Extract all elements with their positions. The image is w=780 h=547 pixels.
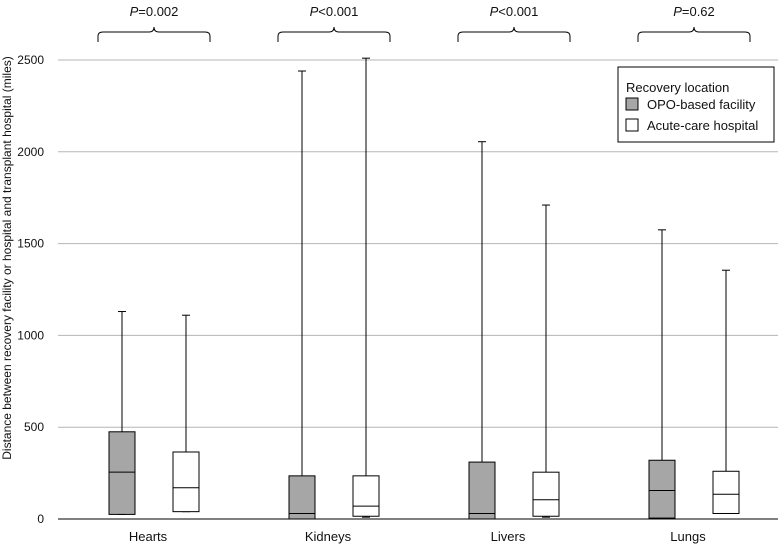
y-tick-label-2000: 2000 — [17, 145, 44, 159]
gridlines — [58, 59, 778, 428]
box-iqr — [648, 459, 676, 519]
box-hearts-opo — [108, 311, 136, 515]
box-lungs-acute — [712, 269, 740, 514]
boxes — [108, 57, 740, 520]
box-livers-acute — [532, 204, 560, 518]
box-iqr — [712, 470, 740, 514]
box-iqr — [532, 471, 560, 517]
box-iqr — [468, 461, 496, 520]
y-axis-label: Distance between recovery facility or ho… — [0, 56, 14, 460]
p-value-label: P<0.001 — [490, 4, 539, 19]
box-kidneys-opo — [288, 70, 316, 520]
p-value-label: P<0.001 — [310, 4, 359, 19]
box-livers-opo — [468, 141, 496, 520]
y-tick-label-1000: 1000 — [17, 328, 44, 342]
y-axis: 0 500 1000 1500 2000 2500 — [17, 53, 44, 526]
annotation-bracket — [457, 26, 571, 42]
p-annotation-kidneys: P<0.001 — [277, 4, 391, 42]
y-tick-label-2500: 2500 — [17, 53, 44, 67]
legend-swatch-opo — [625, 97, 639, 111]
p-symbol: P — [490, 4, 499, 19]
x-tick-label-kidneys: Kidneys — [305, 529, 352, 544]
x-tick-label-hearts: Hearts — [129, 529, 168, 544]
p-annotation-hearts: P=0.002 — [97, 4, 211, 42]
p-value: =0.002 — [138, 4, 178, 19]
x-tick-label-livers: Livers — [491, 529, 526, 544]
p-annotation-lungs: P=0.62 — [637, 4, 751, 42]
p-value-label: P=0.002 — [130, 4, 179, 19]
p-value: =0.62 — [682, 4, 715, 19]
legend: Recovery location OPO-based facility Acu… — [617, 66, 775, 143]
y-tick-label-0: 0 — [37, 512, 44, 526]
box-iqr — [172, 451, 200, 513]
annotation-bracket — [637, 26, 751, 42]
legend-swatch-acute — [625, 118, 639, 132]
box-kidneys-acute — [352, 57, 380, 518]
p-value: <0.001 — [498, 4, 538, 19]
y-tick-label-1500: 1500 — [17, 237, 44, 251]
box-lungs-opo — [648, 229, 676, 520]
box-hearts-acute — [172, 314, 200, 513]
legend-title: Recovery location — [626, 80, 729, 95]
p-symbol: P — [673, 4, 682, 19]
p-annotation-livers: P<0.001 — [457, 4, 571, 42]
p-value: <0.001 — [318, 4, 358, 19]
p-symbol: P — [310, 4, 319, 19]
p-value-annotations: P=0.002 P<0.001 P<0.001 P=0.62 — [97, 4, 751, 42]
x-axis: Hearts Kidneys Livers Lungs — [58, 518, 778, 544]
x-tick-label-lungs: Lungs — [670, 529, 706, 544]
legend-label-opo: OPO-based facility — [647, 97, 756, 112]
box-iqr — [352, 475, 380, 517]
p-symbol: P — [130, 4, 139, 19]
legend-label-acute: Acute-care hospital — [647, 118, 758, 133]
p-value-label: P=0.62 — [673, 4, 715, 19]
box-iqr — [288, 475, 316, 520]
annotation-bracket — [97, 26, 211, 42]
annotation-bracket — [277, 26, 391, 42]
box-iqr — [108, 431, 136, 515]
y-tick-label-500: 500 — [24, 420, 44, 434]
legend-frame — [617, 66, 775, 143]
